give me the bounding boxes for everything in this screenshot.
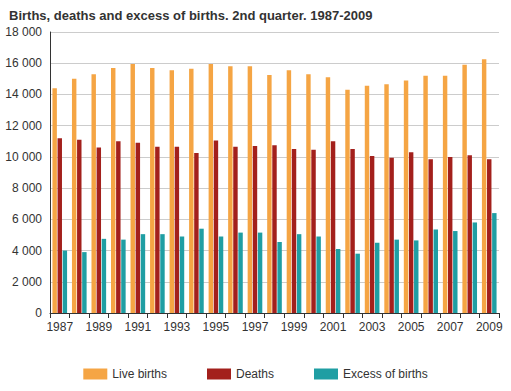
svg-text:1987: 1987 [46, 320, 73, 334]
svg-text:Births, deaths and excess of b: Births, deaths and excess of births. 2nd… [9, 8, 372, 23]
svg-text:16 000: 16 000 [5, 56, 42, 70]
svg-text:2001: 2001 [320, 320, 347, 334]
svg-text:2005: 2005 [398, 320, 425, 334]
svg-text:Deaths: Deaths [236, 367, 274, 381]
svg-text:2003: 2003 [359, 320, 386, 334]
svg-text:18 000: 18 000 [5, 25, 42, 39]
svg-text:4 000: 4 000 [12, 244, 42, 258]
svg-text:Excess of births: Excess of births [343, 367, 428, 381]
svg-text:8 000: 8 000 [12, 181, 42, 195]
svg-text:2007: 2007 [437, 320, 464, 334]
svg-text:1999: 1999 [281, 320, 308, 334]
svg-text:1995: 1995 [203, 320, 230, 334]
svg-text:2 000: 2 000 [12, 275, 42, 289]
svg-text:2009: 2009 [476, 320, 503, 334]
svg-text:14 000: 14 000 [5, 87, 42, 101]
svg-text:Live births: Live births [112, 367, 167, 381]
svg-text:10 000: 10 000 [5, 150, 42, 164]
svg-text:1989: 1989 [85, 320, 112, 334]
svg-text:1991: 1991 [124, 320, 151, 334]
svg-text:0: 0 [35, 306, 42, 320]
svg-text:1993: 1993 [164, 320, 191, 334]
svg-text:1997: 1997 [242, 320, 269, 334]
svg-text:12 000: 12 000 [5, 119, 42, 133]
svg-text:6 000: 6 000 [12, 212, 42, 226]
